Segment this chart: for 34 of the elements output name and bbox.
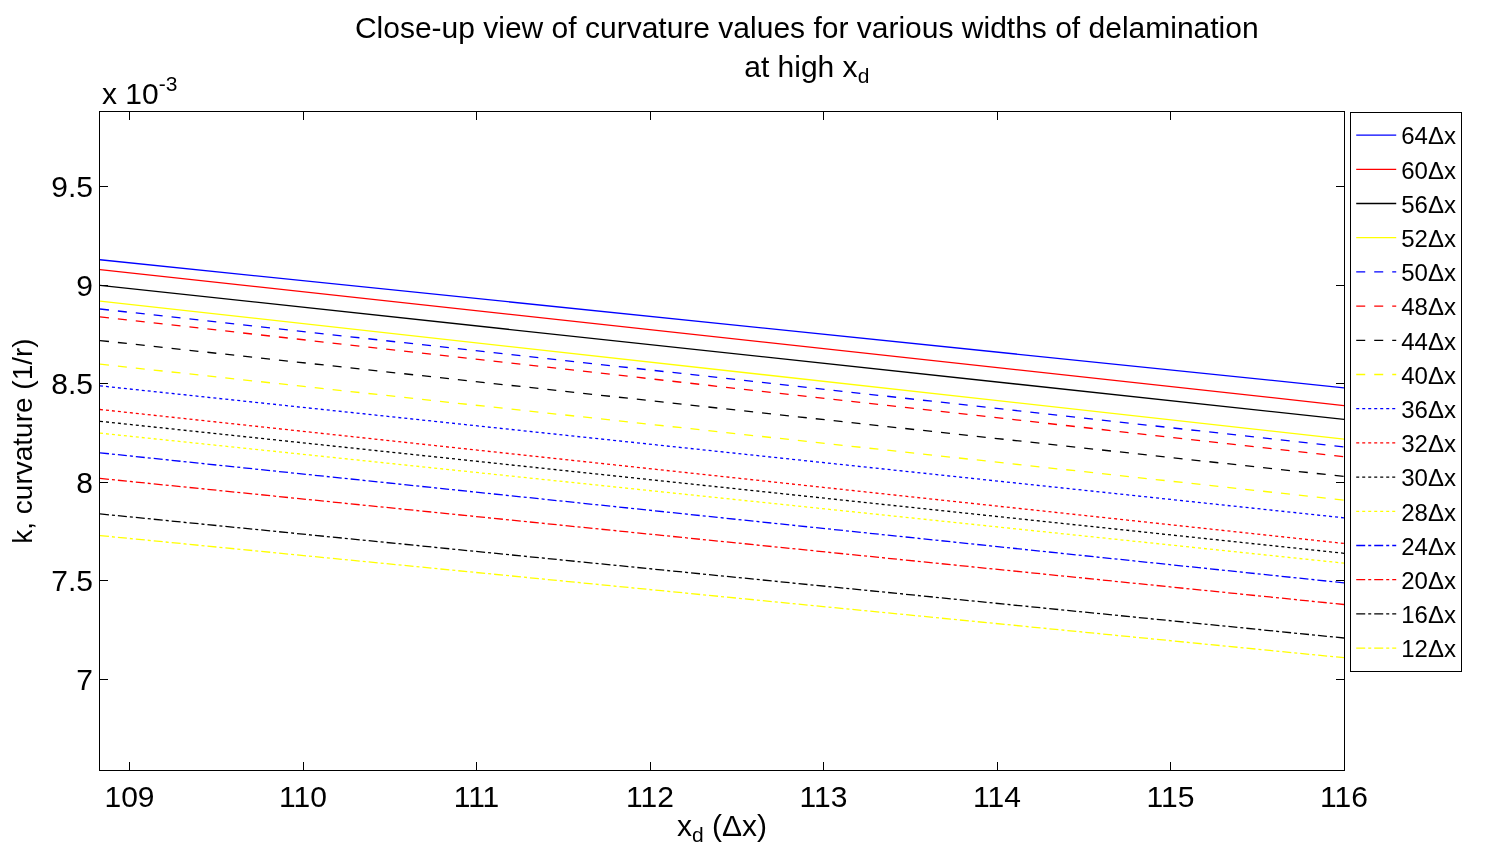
x-tick-label: 116 bbox=[1320, 780, 1368, 813]
x-tick-label: 112 bbox=[626, 780, 674, 813]
x-tick-label: 109 bbox=[104, 780, 155, 813]
legend-label: 12Δx bbox=[1401, 635, 1456, 663]
legend-label: 24Δx bbox=[1401, 532, 1456, 560]
legend-label: 52Δx bbox=[1401, 225, 1456, 253]
x-tick-label: 111 bbox=[453, 780, 500, 813]
y-axis-title: k, curvature (1/r) bbox=[6, 338, 38, 544]
legend-label: 40Δx bbox=[1401, 361, 1456, 389]
x-tick-label: 115 bbox=[1146, 780, 1195, 813]
legend-label: 16Δx bbox=[1401, 601, 1456, 629]
legend-label: 20Δx bbox=[1401, 567, 1456, 595]
x-tick-label: 113 bbox=[799, 780, 848, 813]
text: x 10$^{-3}$ bbox=[102, 72, 178, 110]
legend-label: 30Δx bbox=[1401, 464, 1456, 492]
chart-title: Close-up view of curvature values for various widths of delamination at high x$_{d}$ bbox=[354, 11, 1259, 88]
legend-label: 28Δx bbox=[1401, 498, 1456, 526]
legend-label: 44Δx bbox=[1401, 327, 1456, 355]
y-tick-label: 8.5 bbox=[51, 367, 93, 401]
legend-label: 60Δx bbox=[1401, 156, 1456, 184]
legend-label: 32Δx bbox=[1401, 430, 1456, 458]
legend-label: 36Δx bbox=[1401, 396, 1456, 424]
y-tick-label: 9.5 bbox=[51, 170, 93, 204]
legend-label: 64Δx bbox=[1401, 122, 1456, 150]
x-tick-label: 110 bbox=[279, 780, 327, 813]
legend-label: 50Δx bbox=[1401, 259, 1456, 287]
y-tick-label: 7.5 bbox=[51, 564, 93, 598]
x-tick-label: 114 bbox=[973, 780, 1021, 813]
legend-label: 48Δx bbox=[1401, 293, 1456, 321]
x-axis-title: x$_{d}$ (Δx) bbox=[676, 808, 768, 846]
y-tick-label: 8 bbox=[76, 465, 93, 499]
y-tick-label: 7 bbox=[76, 662, 93, 696]
legend-label: 56Δx bbox=[1401, 190, 1456, 218]
y-tick-label: 9 bbox=[76, 268, 93, 302]
